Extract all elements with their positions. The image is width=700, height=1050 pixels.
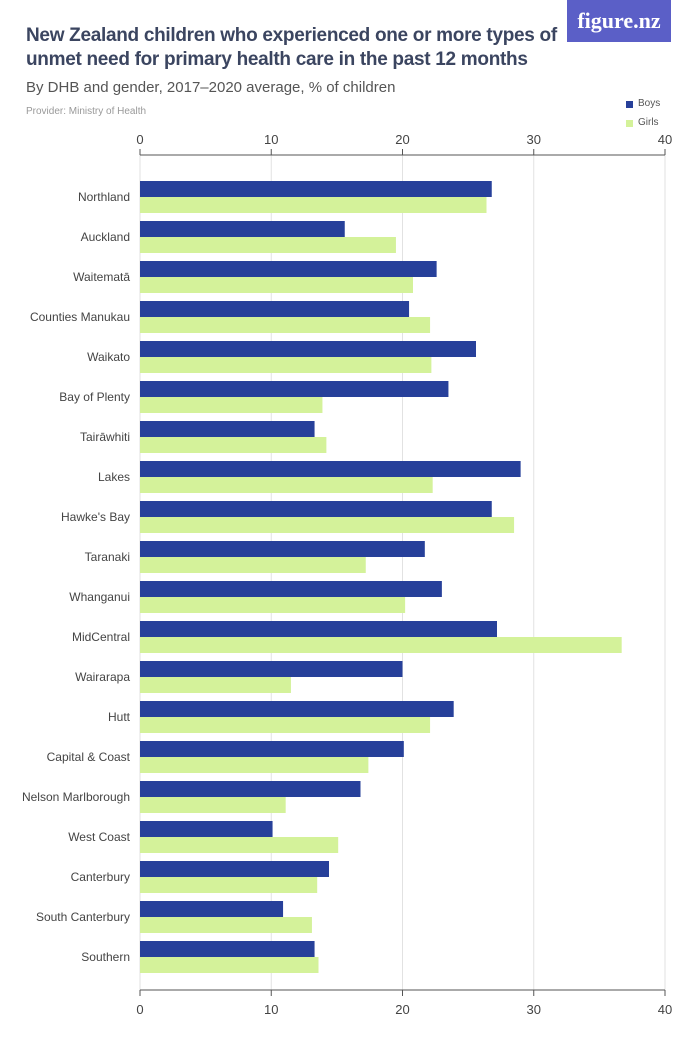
category-label: Hawke's Bay <box>61 510 130 524</box>
category-label: Wairarapa <box>75 670 130 684</box>
category-label: West Coast <box>68 830 130 844</box>
legend-label-girls: Girls <box>638 117 659 128</box>
x-tick-label-bottom: 40 <box>658 1002 672 1017</box>
bar-boys <box>140 341 476 357</box>
category-label: Tairāwhiti <box>80 430 130 444</box>
category-label: South Canterbury <box>36 910 130 924</box>
bar-boys <box>140 621 497 637</box>
bar-girls <box>140 677 291 693</box>
category-label: Taranaki <box>85 550 130 564</box>
bar-boys <box>140 861 329 877</box>
bar-boys <box>140 261 437 277</box>
bar-girls <box>140 957 319 973</box>
bar-girls <box>140 917 312 933</box>
bar-boys <box>140 901 284 917</box>
category-label: Bay of Plenty <box>59 390 130 404</box>
category-label: Whanganui <box>69 590 130 604</box>
category-label: Hutt <box>108 710 131 724</box>
legend-item-boys: Boys <box>626 98 660 110</box>
legend-label-boys: Boys <box>638 98 661 109</box>
bar-girls <box>140 477 433 493</box>
category-label: Nelson Marlborough <box>22 790 130 804</box>
bar-girls <box>140 797 286 813</box>
bar-boys <box>140 181 492 197</box>
category-label: Southern <box>81 950 130 964</box>
bar-girls <box>140 277 413 293</box>
bar-girls <box>140 557 366 573</box>
x-tick-label-top: 0 <box>136 132 143 147</box>
legend-swatch-boys <box>626 100 633 108</box>
bar-boys <box>140 781 361 797</box>
bar-boys <box>140 501 492 517</box>
x-tick-label-bottom: 30 <box>527 1002 541 1017</box>
category-label: Waikato <box>87 350 130 364</box>
x-tick-label-bottom: 0 <box>136 1002 143 1017</box>
x-tick-label-bottom: 10 <box>264 1002 278 1017</box>
x-tick-label-top: 40 <box>658 132 672 147</box>
bar-boys <box>140 741 404 757</box>
category-label: Auckland <box>81 230 130 244</box>
x-tick-label-top: 20 <box>395 132 409 147</box>
bar-girls <box>140 357 432 373</box>
figure-nz-logo[interactable]: figure.nz <box>567 0 671 42</box>
bar-girls <box>140 757 369 773</box>
x-tick-label-bottom: 20 <box>395 1002 409 1017</box>
bar-boys <box>140 221 345 237</box>
chart-title: New Zealand children who experienced one… <box>26 25 557 70</box>
category-label: Capital & Coast <box>47 750 131 764</box>
bar-boys <box>140 661 403 677</box>
bar-girls <box>140 637 622 653</box>
bar-girls <box>140 397 323 413</box>
x-tick-label-top: 10 <box>264 132 278 147</box>
bar-girls <box>140 597 406 613</box>
provider-note: Provider: Ministry of Health <box>26 106 147 117</box>
plot-area: 0 0 10 10 20 20 30 30 40 40 Northland Auckland Waite… <box>22 132 672 1017</box>
bar-boys <box>140 941 315 957</box>
category-label: Counties Manukau <box>30 310 130 324</box>
bar-boys <box>140 461 521 477</box>
bar-boys <box>140 581 442 597</box>
bar-girls <box>140 877 318 893</box>
category-label: Lakes <box>98 470 130 484</box>
bar-boys <box>140 701 454 717</box>
bar-boys <box>140 421 315 437</box>
bar-girls <box>140 197 487 213</box>
bar-girls <box>140 517 515 533</box>
bar-boys <box>140 541 425 557</box>
bar-boys <box>140 381 449 397</box>
bar-girls <box>140 717 431 733</box>
chart-subtitle: By DHB and gender, 2017–2020 average, % … <box>26 79 396 96</box>
legend-swatch-girls <box>626 119 633 127</box>
bar-girls <box>140 837 339 853</box>
x-tick-label-top: 30 <box>527 132 541 147</box>
category-label: Waitematā <box>73 270 130 284</box>
legend-item-girls: Girls <box>626 117 659 129</box>
bar-boys <box>140 301 410 317</box>
category-label: Canterbury <box>71 870 130 884</box>
chart-header: New Zealand children who experienced one… <box>26 24 561 118</box>
category-label: MidCentral <box>72 630 130 644</box>
category-label: Northland <box>78 190 130 204</box>
bar-girls <box>140 317 431 333</box>
bar-boys <box>140 821 273 837</box>
bar-girls <box>140 437 327 453</box>
bar-girls <box>140 237 396 253</box>
